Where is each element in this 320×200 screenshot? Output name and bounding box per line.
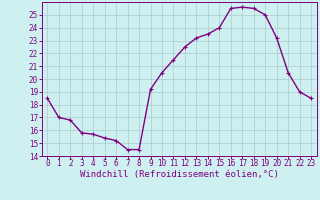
X-axis label: Windchill (Refroidissement éolien,°C): Windchill (Refroidissement éolien,°C) xyxy=(80,170,279,179)
